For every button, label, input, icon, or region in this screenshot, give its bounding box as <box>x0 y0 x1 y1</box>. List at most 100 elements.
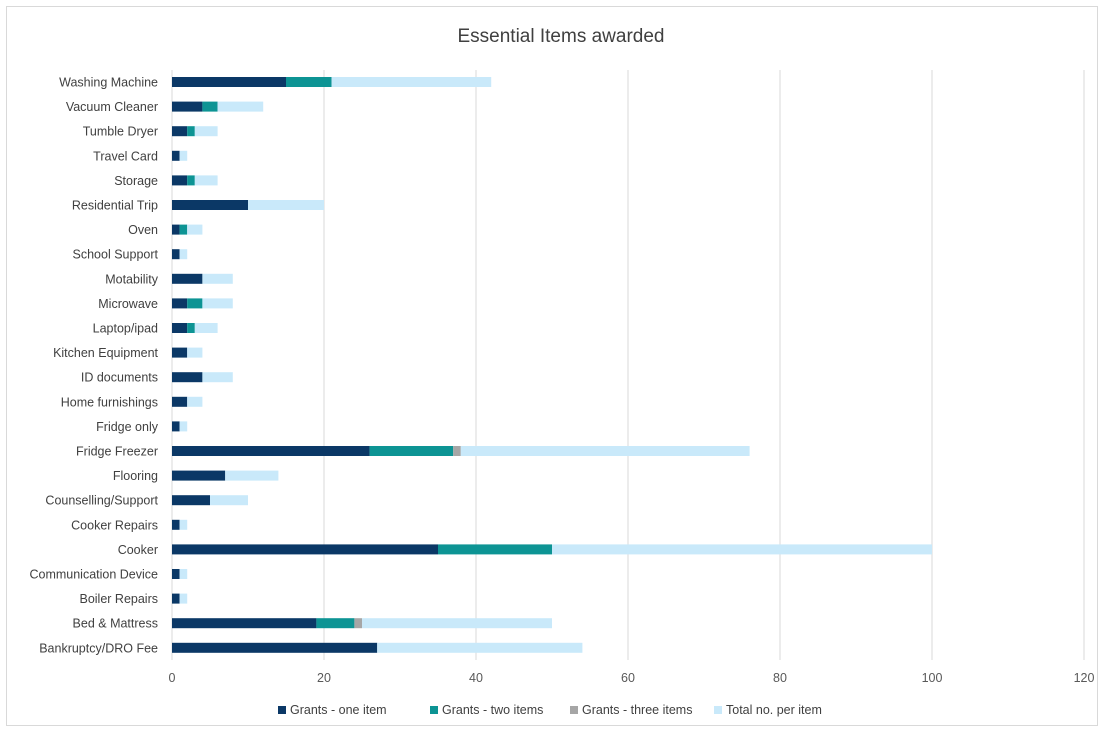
bar-segment <box>354 618 362 629</box>
bar-segment <box>187 175 195 186</box>
bar-segment <box>179 593 188 604</box>
bar-segment <box>217 101 264 112</box>
bar-segment <box>172 372 203 383</box>
bar-segment <box>248 200 324 210</box>
bar-segment <box>286 77 332 87</box>
category-label: Tumble Dryer <box>83 125 158 139</box>
bar-segment <box>362 618 552 629</box>
bar-segment <box>179 421 188 432</box>
bar-segment <box>202 372 233 383</box>
bar-segment <box>172 421 180 432</box>
chart-title: Essential Items awarded <box>458 26 665 47</box>
bar-segment <box>172 347 188 358</box>
bar-segment <box>172 126 188 137</box>
bar-segment <box>172 396 188 407</box>
bar-segment <box>460 446 750 456</box>
bar-segment <box>438 544 552 555</box>
bar-segment <box>194 175 218 186</box>
gridlines <box>171 70 1085 660</box>
bar-segment <box>187 347 203 358</box>
bar-segment <box>172 200 248 210</box>
bar-segment <box>172 642 378 653</box>
category-label: Flooring <box>113 469 158 483</box>
x-tick-label: 80 <box>773 671 787 685</box>
bar-segment <box>172 569 180 579</box>
bar-segment <box>179 569 188 579</box>
bar-segment <box>172 618 317 629</box>
bar-segment <box>202 298 233 309</box>
category-label: Residential Trip <box>72 199 158 213</box>
category-label: ID documents <box>81 371 158 385</box>
bar-segment <box>187 224 203 235</box>
bar-segment <box>316 618 355 629</box>
bars <box>172 77 932 653</box>
category-label: Bed & Mattress <box>73 617 158 631</box>
x-tick-label: 20 <box>317 671 331 685</box>
bar-segment <box>179 249 188 260</box>
x-axis-tick-labels: 0 20 40 60 80 100 120 <box>169 671 1095 685</box>
category-label: Fridge only <box>96 420 159 434</box>
legend-swatch <box>570 706 578 714</box>
category-label: School Support <box>73 248 159 262</box>
bar-segment <box>194 323 218 333</box>
bar-segment <box>202 101 218 112</box>
bar-segment <box>172 77 286 87</box>
x-tick-label: 60 <box>621 671 635 685</box>
category-label: Bankruptcy/DRO Fee <box>39 641 158 655</box>
bar-segment <box>179 519 188 530</box>
bar-segment <box>377 642 583 653</box>
legend-swatch <box>278 706 286 714</box>
legend-swatch <box>714 706 722 714</box>
bar-segment <box>172 446 370 456</box>
bar-segment <box>172 544 438 555</box>
category-label: Motability <box>105 272 159 286</box>
bar-segment <box>172 175 188 186</box>
bar-segment <box>172 150 180 161</box>
bar-segment <box>179 150 188 161</box>
legend-label: Grants - three items <box>582 703 692 717</box>
bar-segment <box>187 323 195 333</box>
x-tick-label: 40 <box>469 671 483 685</box>
bar-segment <box>202 273 233 284</box>
bar-segment <box>194 126 218 137</box>
category-label: Oven <box>128 223 158 237</box>
bar-segment <box>225 470 279 481</box>
legend-label: Total no. per item <box>726 703 822 717</box>
bar-segment <box>369 446 454 456</box>
category-label: Storage <box>114 174 158 188</box>
category-label: Cooker <box>118 543 158 557</box>
category-label: Laptop/ipad <box>93 322 158 336</box>
bar-segment <box>187 298 203 309</box>
bar-segment <box>172 519 180 530</box>
category-label: Travel Card <box>93 149 158 163</box>
bar-segment <box>210 495 248 506</box>
category-label: Fridge Freezer <box>76 445 158 459</box>
bar-segment <box>172 323 188 333</box>
legend-label: Grants - one item <box>290 703 387 717</box>
x-tick-label: 0 <box>169 671 176 685</box>
bar-segment <box>172 470 226 481</box>
category-label: Cooker Repairs <box>71 518 158 532</box>
x-tick-label: 120 <box>1074 671 1095 685</box>
bar-segment <box>331 77 492 87</box>
bar-segment <box>172 101 203 112</box>
bar-segment <box>552 544 932 555</box>
legend-swatch <box>430 706 438 714</box>
legend: Grants - one item Grants - two items Grant… <box>278 703 822 717</box>
bar-segment <box>172 273 203 284</box>
bar-segment <box>172 593 180 604</box>
category-label: Boiler Repairs <box>79 592 158 606</box>
category-label: Communication Device <box>29 568 158 582</box>
category-label: Home furnishings <box>61 395 158 409</box>
bar-segment <box>179 224 188 235</box>
category-label: Vacuum Cleaner <box>66 100 158 114</box>
category-label: Microwave <box>98 297 158 311</box>
category-label: Counselling/Support <box>45 494 158 508</box>
bar-segment <box>172 224 180 235</box>
legend-label: Grants - two items <box>442 703 543 717</box>
bar-segment <box>172 249 180 260</box>
bar-segment <box>187 396 203 407</box>
category-label: Washing Machine <box>59 76 158 90</box>
bar-segment <box>172 495 210 506</box>
